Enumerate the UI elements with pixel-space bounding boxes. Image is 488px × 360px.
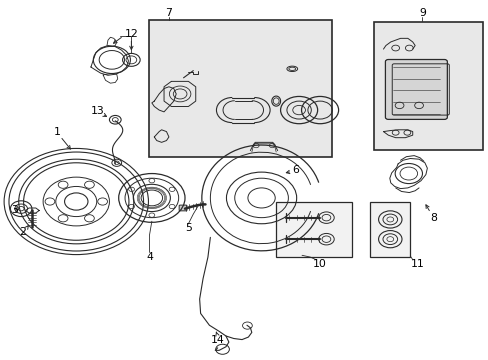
Text: 13: 13 (90, 106, 104, 116)
Text: 1: 1 (53, 127, 60, 136)
Text: 6: 6 (292, 165, 299, 175)
Text: 9: 9 (418, 8, 425, 18)
Text: 2: 2 (19, 227, 25, 237)
Text: 3: 3 (11, 206, 18, 216)
FancyBboxPatch shape (373, 22, 483, 149)
Text: 12: 12 (124, 29, 138, 39)
Text: 5: 5 (184, 224, 191, 233)
Text: 4: 4 (146, 252, 153, 262)
FancyBboxPatch shape (369, 202, 409, 257)
Text: 10: 10 (312, 259, 326, 269)
FancyBboxPatch shape (149, 21, 331, 157)
Text: 8: 8 (429, 213, 436, 222)
FancyBboxPatch shape (385, 59, 447, 120)
FancyBboxPatch shape (179, 205, 186, 211)
FancyBboxPatch shape (276, 202, 351, 257)
Text: 14: 14 (210, 334, 224, 345)
Text: 11: 11 (410, 259, 424, 269)
Text: 7: 7 (165, 8, 172, 18)
